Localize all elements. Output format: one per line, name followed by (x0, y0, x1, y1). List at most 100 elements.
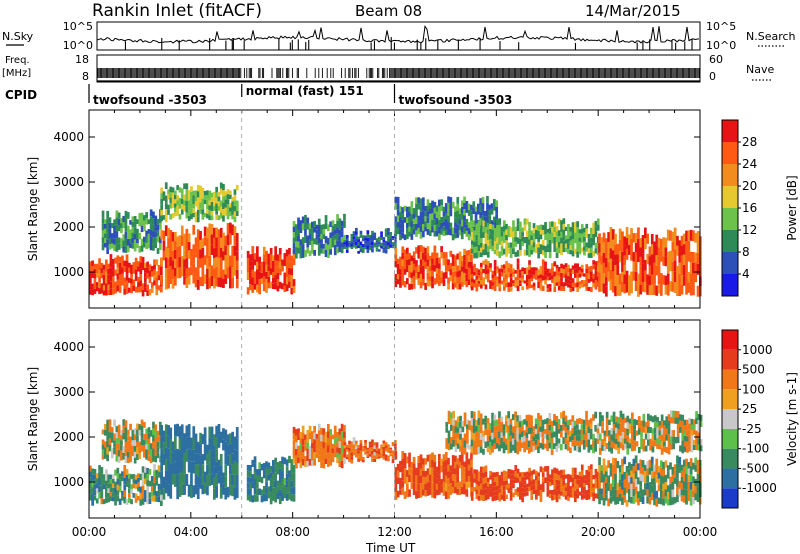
velocity-cell (498, 411, 501, 418)
velocity-cell (578, 475, 582, 480)
power-cell (477, 269, 481, 273)
power-cell (678, 273, 682, 285)
velocity-cell (576, 479, 579, 485)
power-cell (222, 278, 225, 288)
velocity-cell (124, 441, 128, 449)
velocity-cell (447, 492, 450, 499)
power-cell (460, 261, 464, 267)
power-cell (618, 251, 622, 263)
power-cell (371, 248, 374, 253)
power-cell (180, 256, 184, 267)
power-cell (532, 274, 536, 279)
power-cell (391, 244, 395, 247)
velocity-cell (281, 471, 284, 479)
power-cell (594, 226, 598, 232)
velocity-cell (541, 443, 545, 450)
velocity-cell (129, 449, 132, 456)
power-cell (215, 276, 218, 287)
power-cell (580, 280, 584, 284)
power-cell (176, 210, 179, 216)
velocity-cell (498, 479, 502, 484)
power-cell (378, 241, 381, 245)
power-cell (454, 233, 457, 239)
power-cell (611, 229, 615, 240)
power-cell (226, 223, 230, 235)
velocity-cell (156, 447, 160, 453)
velocity-cell (156, 441, 160, 448)
power-cell (614, 233, 617, 245)
power-cell (384, 228, 388, 233)
power-cell (406, 222, 409, 229)
velocity-cell (555, 439, 559, 446)
velocity-cell (665, 446, 669, 453)
power-cell (183, 205, 186, 212)
power-cell (685, 283, 688, 295)
power-cell (366, 237, 370, 242)
power-cell (313, 238, 316, 245)
power-cell (583, 283, 586, 287)
velocity-cell (560, 482, 563, 487)
power-cell (340, 247, 344, 254)
power-cell (578, 241, 582, 246)
power-cell (123, 266, 127, 272)
velocity-cell (105, 469, 108, 475)
velocity-cell (410, 475, 414, 483)
velocity-cell (470, 473, 474, 479)
power-cell (560, 272, 563, 278)
velocity-cell (699, 439, 703, 446)
power-cell (357, 236, 360, 240)
velocity-cell (419, 490, 423, 498)
power-cell (222, 232, 225, 242)
velocity-cell (301, 439, 305, 446)
velocity-cell (605, 477, 608, 483)
power-cell (484, 269, 488, 275)
velocity-cell (532, 436, 536, 442)
power-cell (199, 191, 202, 197)
velocity-cell (215, 449, 218, 462)
velocity-cell (361, 459, 365, 463)
power-cell (95, 286, 99, 292)
velocity-cell (438, 474, 441, 482)
velocity-cell (621, 438, 625, 445)
power-cell (117, 243, 121, 250)
velocity-cell (598, 419, 602, 427)
power-cell (149, 243, 153, 251)
velocity-cell (258, 468, 261, 476)
velocity-cell (587, 482, 591, 489)
power-cell (458, 251, 462, 258)
velocity-cell (673, 470, 677, 478)
velocity-cell (380, 446, 383, 449)
power-cell (290, 255, 294, 263)
velocity-cell (617, 435, 620, 442)
velocity-cell (329, 429, 332, 436)
power-cell (428, 266, 432, 272)
velocity-cell (509, 430, 513, 436)
power-cell (251, 277, 255, 285)
power-cell (521, 267, 524, 272)
velocity-cell (649, 427, 652, 433)
power-cell (102, 264, 106, 270)
power-cell (687, 240, 691, 252)
power-cell (598, 262, 601, 273)
power-cell (126, 232, 130, 239)
velocity-cell (694, 464, 698, 472)
power-cell (187, 205, 191, 211)
velocity-cell (122, 426, 126, 433)
velocity-cell (460, 479, 464, 487)
velocity-cell (608, 419, 611, 425)
velocity-cell (461, 426, 465, 433)
power-cell (306, 241, 310, 248)
power-cell (495, 213, 498, 220)
velocity-cell (292, 486, 296, 495)
power-cell (169, 239, 173, 248)
power-cell (447, 277, 450, 284)
velocity-cell (567, 496, 570, 501)
velocity-cell (548, 482, 552, 487)
velocity-cell (160, 436, 163, 449)
power-cell (110, 233, 114, 239)
velocity-cell (482, 436, 485, 443)
velocity-cell (269, 485, 273, 492)
velocity-cell (450, 437, 453, 444)
power-cell (331, 231, 335, 237)
velocity-cell (274, 465, 277, 473)
